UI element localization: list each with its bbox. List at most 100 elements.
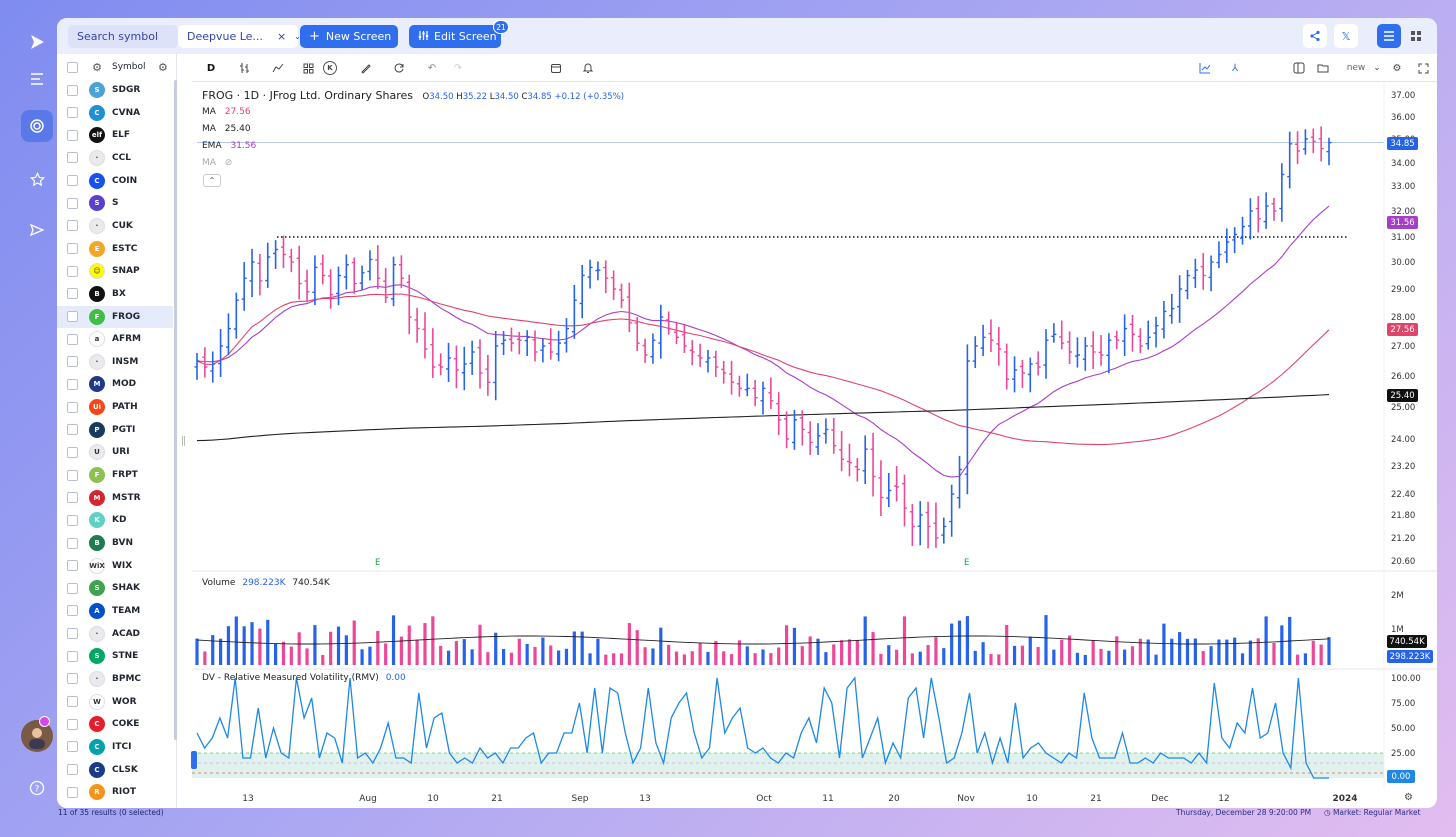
row-checkbox[interactable]	[67, 288, 78, 300]
row-checkbox[interactable]	[67, 220, 78, 232]
symbol-row[interactable]: WiX WIX	[57, 555, 173, 577]
row-checkbox[interactable]	[67, 401, 78, 413]
row-checkbox[interactable]	[67, 129, 78, 141]
share-icon[interactable]	[1303, 24, 1327, 48]
row-checkbox[interactable]	[67, 696, 78, 708]
row-checkbox[interactable]	[67, 265, 78, 277]
symbol-row[interactable]: W WOR	[57, 691, 173, 713]
search-symbol-button[interactable]: Search symbol	[68, 25, 178, 48]
row-checkbox[interactable]	[67, 175, 78, 187]
play-logo-icon[interactable]	[21, 26, 53, 58]
symbol-row[interactable]: A TEAM	[57, 600, 173, 622]
edit-screen-button[interactable]: Edit Screen	[409, 25, 501, 48]
earnings-marker[interactable]: E	[375, 558, 381, 568]
symbol-row[interactable]: C ITCI	[57, 736, 173, 758]
star-icon[interactable]	[21, 163, 53, 195]
ma1-legend[interactable]: MA 27.56	[202, 107, 251, 117]
symbol-row[interactable]: · INSM	[57, 351, 173, 373]
row-checkbox[interactable]	[67, 628, 78, 640]
symbol-row[interactable]: F FROG	[57, 305, 173, 328]
row-checkbox[interactable]	[67, 718, 78, 730]
undo-icon[interactable]: ↶	[427, 62, 437, 74]
row-checkbox[interactable]	[67, 152, 78, 164]
row-checkbox[interactable]	[67, 107, 78, 119]
close-icon[interactable]: ×	[276, 30, 287, 43]
symbol-row[interactable]: C COIN	[57, 170, 173, 192]
row-checkbox[interactable]	[67, 492, 78, 504]
grid-view-icon[interactable]	[1404, 24, 1428, 48]
row-checkbox[interactable]	[67, 673, 78, 685]
symbol-row[interactable]: · BPMC	[57, 668, 173, 690]
symbol-row[interactable]: E ESTC	[57, 238, 173, 260]
list-view-icon[interactable]	[1377, 24, 1401, 48]
x-twitter-icon[interactable]: 𝕏	[1334, 24, 1358, 48]
row-checkbox[interactable]	[67, 605, 78, 617]
symbol-row[interactable]: · ACAD	[57, 623, 173, 645]
symbol-row[interactable]: P PGTI	[57, 419, 173, 441]
list-scrollbar[interactable]	[174, 80, 177, 740]
symbol-row[interactable]: C COKE	[57, 713, 173, 735]
fullscreen-icon[interactable]	[1414, 59, 1432, 77]
axis-settings-icon[interactable]: ⚙	[1404, 792, 1413, 803]
row-checkbox[interactable]	[67, 786, 78, 798]
row-checkbox[interactable]	[67, 424, 78, 436]
symbol-row[interactable]: U URI	[57, 441, 173, 463]
row-checkbox[interactable]	[67, 356, 78, 368]
row-checkbox[interactable]	[67, 537, 78, 549]
symbol-row[interactable]: C CVNA	[57, 102, 173, 124]
folder-icon[interactable]	[1314, 59, 1332, 77]
collapse-legend-button[interactable]: ⌃	[203, 174, 221, 187]
symbol-row[interactable]: C CLSK	[57, 759, 173, 781]
interval-button[interactable]: D	[206, 62, 216, 74]
chart-settings-icon[interactable]: ⚙	[1392, 62, 1402, 74]
symbol-row[interactable]: S SDGR	[57, 79, 173, 101]
panel-resize-handle[interactable]	[182, 436, 185, 446]
row-checkbox[interactable]	[67, 469, 78, 481]
help-icon[interactable]: ?	[21, 772, 53, 804]
draw-icon[interactable]	[357, 59, 375, 77]
row-checkbox[interactable]	[67, 560, 78, 572]
alert-bell-icon[interactable]	[579, 59, 597, 77]
symbol-row[interactable]: M MSTR	[57, 487, 173, 509]
symbol-row[interactable]: B BX	[57, 283, 173, 305]
row-checkbox[interactable]	[67, 650, 78, 662]
k-button[interactable]: K	[323, 61, 337, 75]
symbol-column-header[interactable]: Symbol	[112, 62, 146, 72]
new-screen-button[interactable]: + New Screen	[300, 25, 398, 48]
row-checkbox[interactable]	[67, 446, 78, 458]
select-all-checkbox[interactable]	[67, 61, 78, 73]
target-icon[interactable]	[21, 110, 53, 142]
row-checkbox[interactable]	[67, 197, 78, 209]
settings-icon[interactable]: ⚙	[158, 60, 168, 74]
chart-style-icon[interactable]	[1196, 59, 1214, 77]
earnings-marker[interactable]: E	[964, 558, 970, 568]
layout-chevron-icon[interactable]: ⌄	[1373, 63, 1381, 73]
ma3-legend[interactable]: MA ⊘	[202, 158, 232, 168]
templates-icon[interactable]	[299, 59, 317, 77]
chevron-down-icon[interactable]: ⌄	[294, 32, 301, 41]
symbol-row[interactable]: S SHAK	[57, 577, 173, 599]
row-checkbox[interactable]	[67, 243, 78, 255]
symbol-row[interactable]: B BVN	[57, 532, 173, 554]
layout-name[interactable]: new	[1346, 63, 1366, 73]
ema-legend[interactable]: EMA 31.56	[202, 141, 256, 151]
redo-icon[interactable]: ↷	[453, 62, 463, 74]
symbol-row[interactable]: · CCL	[57, 147, 173, 169]
symbol-row[interactable]: S STNE	[57, 645, 173, 667]
symbol-row[interactable]: F FRPT	[57, 464, 173, 486]
symbol-row[interactable]: M MOD	[57, 373, 173, 395]
calendar-icon[interactable]	[547, 59, 565, 77]
compare-icon[interactable]: ⅄	[1231, 62, 1239, 74]
row-checkbox[interactable]	[67, 378, 78, 390]
refresh-icon[interactable]	[390, 59, 408, 77]
row-checkbox[interactable]	[67, 333, 78, 345]
symbol-row[interactable]: elf ELF	[57, 124, 173, 146]
row-checkbox[interactable]	[67, 311, 78, 322]
row-checkbox[interactable]	[67, 514, 78, 526]
symbol-row[interactable]: · CUK	[57, 215, 173, 237]
pane-handle[interactable]	[191, 751, 197, 769]
chart-canvas[interactable]: 37.0036.0035.0034.0033.0032.0031.0030.00…	[57, 18, 1437, 808]
ma2-legend[interactable]: MA 25.40	[202, 124, 251, 134]
symbol-row[interactable]: a AFRM	[57, 328, 173, 350]
